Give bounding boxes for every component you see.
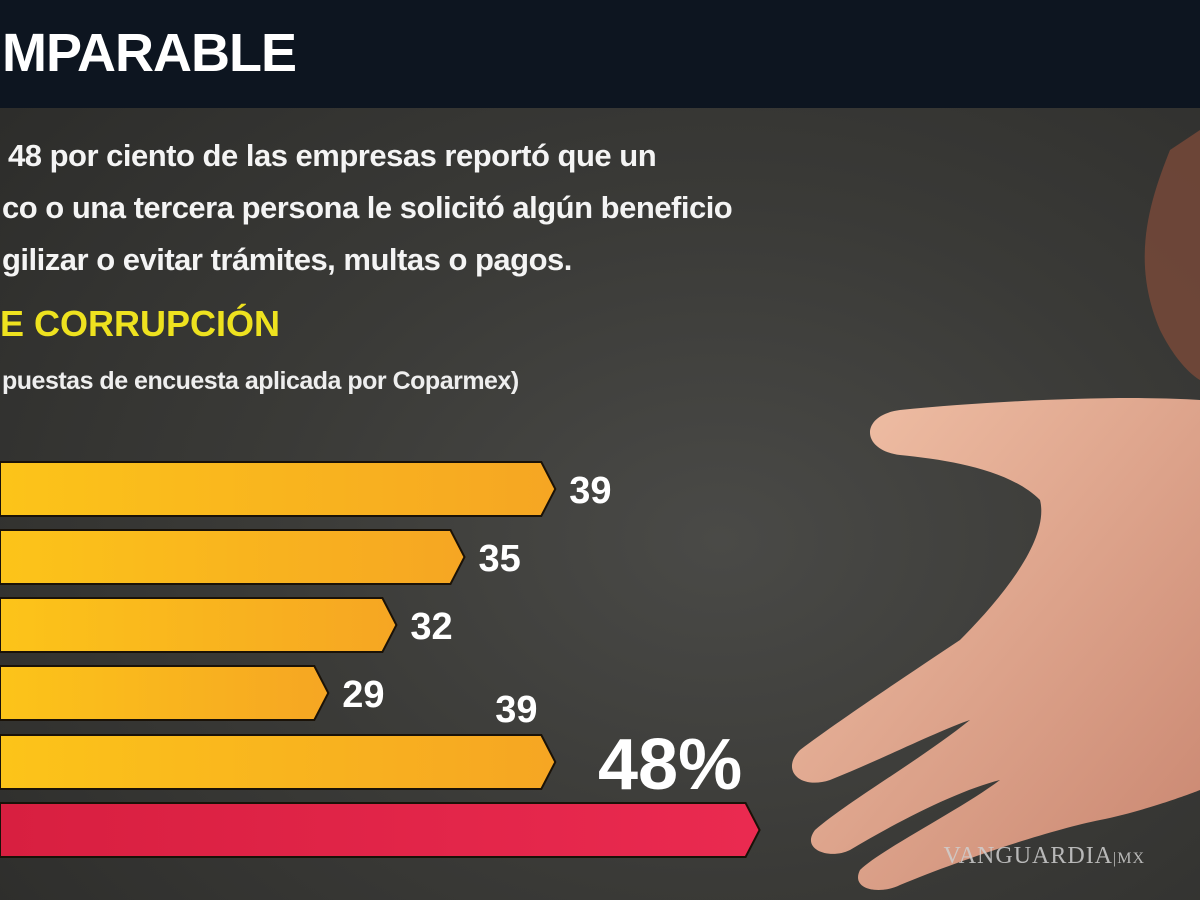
- bar-4: [0, 665, 330, 721]
- header-band: [0, 0, 1200, 108]
- intro-line-2: co o una tercera persona le solicitó alg…: [2, 190, 733, 225]
- bar-value-label: 32: [410, 606, 452, 648]
- highlight-value-label: 48%: [598, 725, 742, 805]
- chart-subtitle: puestas de encuesta aplicada por Coparme…: [2, 367, 519, 395]
- bar-value-label: 39: [569, 470, 611, 512]
- bar-value-label: 35: [479, 538, 521, 580]
- bar-1: [0, 461, 557, 517]
- watermark-suffix: MX: [1117, 850, 1145, 867]
- bar-value-label: 29: [342, 674, 384, 716]
- section-title: E CORRUPCIÓN: [0, 303, 281, 344]
- watermark-brand: VANGUARDIA: [943, 843, 1114, 869]
- intro-line-1: 48 por ciento de las empresas reportó qu…: [8, 138, 657, 173]
- intro-line-3: gilizar o evitar trámites, multas o pago…: [2, 242, 572, 277]
- page-title: MPARABLE: [2, 23, 297, 83]
- bar-6: [0, 802, 761, 858]
- bar-5: [0, 734, 557, 790]
- bar-value-label: 39: [495, 689, 537, 731]
- bar-3: [0, 597, 398, 653]
- watermark-logo: VANGUARDIA|MX: [943, 843, 1145, 869]
- bar-2: [0, 529, 466, 585]
